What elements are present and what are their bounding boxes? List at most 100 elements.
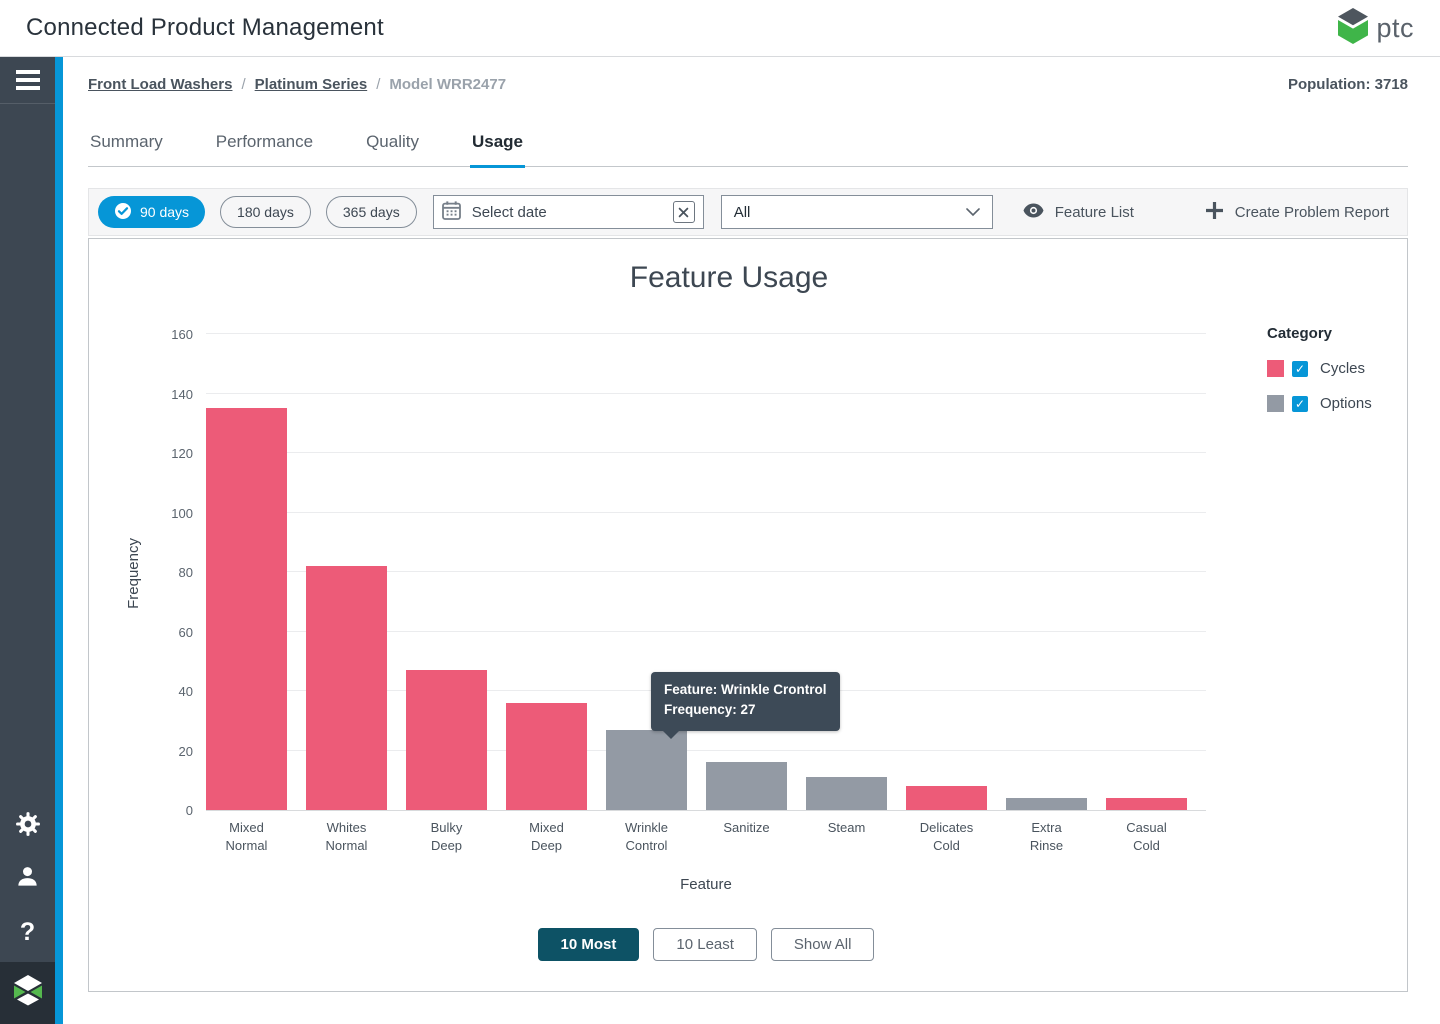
x-tick-slot: Sanitize — [706, 819, 806, 854]
range-180-days-button[interactable]: 180 days — [220, 196, 311, 228]
population-count: Population: 3718 — [1287, 76, 1408, 93]
user-icon — [15, 864, 40, 894]
bar-delicates-cold[interactable] — [906, 786, 987, 810]
ptc-logo-text: ptc — [1376, 12, 1414, 43]
app-title: Connected Product Management — [26, 14, 384, 41]
x-tick-slot: Mixed Normal — [206, 819, 306, 854]
bars — [206, 335, 1206, 810]
gridline — [206, 333, 1206, 334]
y-tick-label: 140 — [171, 386, 193, 402]
y-tick-label: 100 — [171, 505, 193, 521]
ten-least-button[interactable]: 10 Least — [653, 928, 757, 961]
create-problem-report-button[interactable]: Create Problem Report — [1205, 201, 1389, 224]
plus-icon — [1205, 201, 1224, 224]
breadcrumb-link-front-load-washers[interactable]: Front Load Washers — [88, 76, 233, 93]
bar-steam[interactable] — [806, 777, 887, 810]
bar-whites-normal[interactable] — [306, 566, 387, 810]
category-filter-value: All — [733, 203, 751, 221]
gridline — [206, 452, 1206, 453]
tooltip-frequency-line: Frequency: 27 — [664, 702, 756, 718]
legend-swatch — [1267, 360, 1284, 377]
legend-entry-options: ✓ Options — [1267, 395, 1407, 412]
breadcrumb-separator: / — [241, 76, 246, 93]
eye-icon — [1023, 203, 1044, 222]
x-tick-label: Wrinkle Control — [624, 820, 669, 853]
gear-icon — [15, 811, 41, 842]
chevron-down-icon — [965, 204, 980, 221]
legend-checkbox[interactable]: ✓ — [1292, 360, 1308, 377]
thingworx-logo-area[interactable] — [0, 962, 55, 1024]
y-tick-label: 20 — [178, 743, 193, 759]
bar-wrinkle-control[interactable] — [606, 729, 687, 810]
bar-sanitize[interactable] — [706, 762, 787, 810]
bar-mixed-normal[interactable] — [206, 408, 287, 810]
range-90-days-button[interactable]: 90 days — [98, 196, 206, 228]
legend-checkbox[interactable]: ✓ — [1292, 395, 1308, 412]
x-tick-labels: Mixed Normal Whites Normal Bulky Deep Mixed Dee… — [206, 819, 1206, 854]
x-tick-label: Extra Rinse — [1029, 820, 1064, 853]
bar-slot — [806, 335, 906, 810]
settings-button[interactable] — [14, 811, 42, 842]
breadcrumb-link-platinum-series[interactable]: Platinum Series — [254, 76, 368, 93]
gridline — [206, 511, 1206, 513]
show-all-button[interactable]: Show All — [770, 928, 875, 961]
feature-usage-chart-card: Feature Usage Frequency 0 20 40 60 80 100 120 1… — [88, 238, 1408, 992]
bar-slot — [306, 335, 406, 810]
tab-quality[interactable]: Quality — [366, 132, 419, 151]
hamburger-icon — [15, 70, 40, 90]
bar-bulky-deep[interactable] — [406, 670, 487, 810]
app-header: Connected Product Management ptc — [0, 0, 1440, 57]
range-365-days-button[interactable]: 365 days — [325, 196, 417, 228]
legend-label: Options — [1320, 395, 1372, 412]
tab-summary[interactable]: Summary — [90, 132, 163, 151]
menu-button[interactable] — [0, 57, 55, 104]
y-tick-label: 60 — [178, 624, 193, 640]
x-tick-slot: Delicates Cold — [906, 819, 1006, 854]
bar-slot — [906, 335, 1006, 810]
tab-usage[interactable]: Usage — [469, 129, 526, 168]
ptc-logo-icon — [1337, 7, 1369, 49]
bar-casual-cold[interactable] — [1106, 798, 1187, 810]
bar-tooltip: Feature: Wrinkle Crontrol Frequency: 27 — [651, 672, 840, 738]
legend-label: Cycles — [1320, 360, 1366, 377]
y-tick-label: 40 — [178, 684, 193, 699]
user-button[interactable] — [14, 865, 42, 893]
x-axis-label: Feature — [680, 876, 732, 893]
main-content: Front Load Washers / Platinum Series / M… — [63, 57, 1440, 1024]
legend-entry-cycles: ✓ Cycles — [1267, 360, 1407, 377]
x-tick-label: Casual Cold — [1126, 820, 1167, 853]
bar-extra-rinse[interactable] — [1006, 798, 1087, 810]
left-sidebar: ? — [0, 57, 63, 1024]
chart-legend: Category ✓ Cycles ✓ Options — [1267, 325, 1407, 430]
legend-entries: ✓ Cycles ✓ Options — [1267, 360, 1407, 412]
tooltip-feature-line: Feature: Wrinkle Crontrol — [664, 682, 827, 697]
x-tick-label: Steam — [827, 820, 866, 835]
feature-list-button[interactable]: Feature List — [1023, 203, 1134, 222]
bar-slot — [706, 335, 806, 810]
x-tick-slot: Whites Normal — [306, 819, 406, 854]
bar-slot — [206, 335, 306, 810]
bar-slot — [1006, 335, 1106, 810]
check-circle-icon — [114, 202, 132, 223]
x-tick-slot: Wrinkle Control — [606, 819, 706, 854]
bar-mixed-deep[interactable] — [506, 702, 587, 810]
ten-most-button[interactable]: 10 Most — [537, 928, 640, 961]
legend-title: Category — [1267, 325, 1333, 342]
clear-date-button[interactable] — [672, 201, 695, 223]
chart-footer-buttons: 10 Most 10 Least Show All — [206, 928, 1206, 961]
y-tick-label: 80 — [178, 565, 193, 580]
gridline — [206, 630, 1206, 632]
x-tick-label: Mixed Deep — [529, 820, 564, 853]
category-filter-dropdown[interactable]: All — [720, 195, 993, 229]
breadcrumb-current: Model WRR2477 — [389, 76, 507, 93]
ptc-brand: ptc — [1337, 7, 1414, 49]
help-button[interactable]: ? — [14, 918, 42, 946]
tab-bar: Summary Performance Quality Usage — [88, 129, 1408, 168]
x-tick-label: Delicates Cold — [919, 820, 974, 853]
breadcrumb: Front Load Washers / Platinum Series / M… — [88, 76, 506, 93]
legend-swatch — [1267, 395, 1284, 412]
tab-performance[interactable]: Performance — [215, 132, 314, 151]
bar-slot — [606, 335, 706, 810]
breadcrumb-separator: / — [376, 76, 381, 93]
date-picker-field[interactable]: Select date — [432, 195, 704, 229]
